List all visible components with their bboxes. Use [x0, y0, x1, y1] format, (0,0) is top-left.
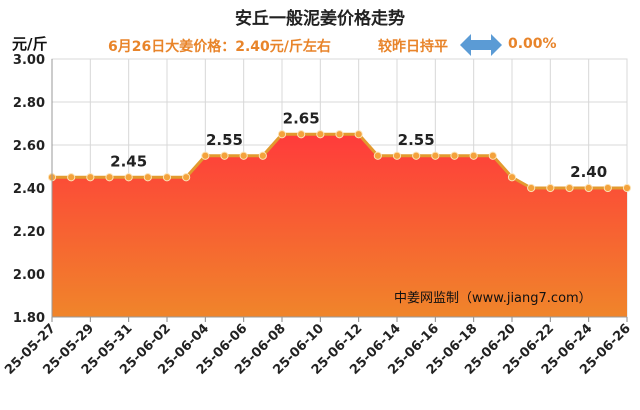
price-summary: 6月26日大姜价格：2.40元/斤左右 — [108, 39, 331, 55]
data-label: 2.65 — [283, 109, 320, 127]
double-arrow-icon — [460, 34, 502, 56]
data-point — [316, 130, 325, 139]
data-label: 2.40 — [570, 163, 607, 181]
y-tick-label: 2.20 — [13, 225, 45, 240]
data-point — [162, 173, 172, 182]
data-point — [124, 173, 133, 182]
data-point — [297, 130, 306, 139]
data-point — [469, 151, 478, 160]
y-tick-label: 3.00 — [13, 53, 45, 68]
data-label: 2.55 — [206, 131, 243, 149]
data-label: 2.55 — [398, 131, 435, 149]
data-point — [488, 151, 497, 160]
data-point — [277, 130, 287, 139]
change-summary: 较昨日持平 — [378, 39, 448, 55]
data-point — [431, 151, 440, 160]
data-point — [412, 151, 421, 160]
data-label: 2.45 — [110, 152, 147, 170]
data-point — [143, 173, 152, 182]
data-point — [527, 183, 536, 193]
y-tick-label: 1.80 — [13, 311, 45, 326]
data-point — [603, 183, 612, 193]
data-point — [546, 183, 555, 193]
y-unit-label: 元/斤 — [12, 35, 48, 53]
watermark: 中姜网监制（www.jiang7.com） — [394, 291, 592, 306]
price-area — [52, 134, 627, 317]
y-tick-label: 2.80 — [13, 96, 45, 111]
y-tick-label: 2.00 — [13, 268, 45, 283]
data-point — [354, 130, 363, 139]
data-point — [584, 183, 593, 193]
y-tick-label: 2.60 — [13, 139, 45, 154]
data-point — [239, 151, 248, 160]
data-point — [86, 173, 95, 182]
chart-title: 安丘一般泥姜价格走势 — [235, 9, 405, 29]
data-point — [201, 151, 210, 160]
data-point — [182, 173, 191, 182]
data-point — [392, 151, 402, 160]
data-point — [450, 151, 459, 160]
data-point — [565, 183, 574, 193]
data-point — [335, 130, 344, 139]
data-point — [622, 183, 632, 193]
data-point — [507, 173, 517, 182]
y-tick-label: 2.40 — [13, 182, 45, 197]
data-point — [258, 151, 267, 160]
data-point — [67, 173, 76, 182]
data-point — [105, 173, 114, 182]
data-point — [373, 151, 382, 160]
change-percent: 0.00% — [508, 36, 557, 52]
data-point — [220, 151, 229, 160]
